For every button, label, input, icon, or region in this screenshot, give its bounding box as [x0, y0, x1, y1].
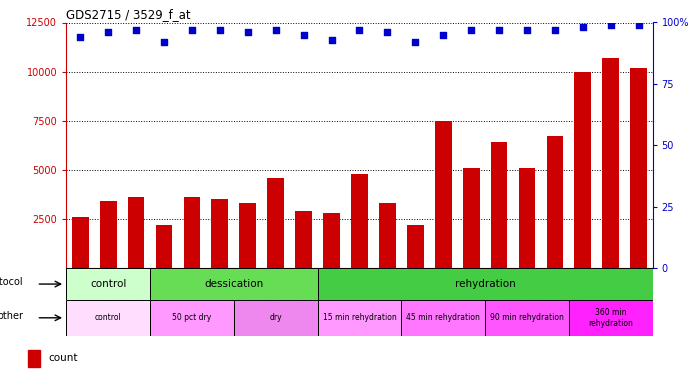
- Bar: [184, 197, 200, 268]
- Point: [131, 27, 142, 33]
- Bar: [630, 68, 647, 268]
- Bar: [435, 121, 452, 268]
- Bar: [100, 201, 117, 268]
- Text: 15 min rehydration: 15 min rehydration: [322, 314, 396, 322]
- Bar: [295, 211, 312, 268]
- Bar: [267, 178, 284, 268]
- Point: [382, 29, 393, 35]
- Bar: [401, 300, 485, 336]
- Text: GDS2715 / 3529_f_at: GDS2715 / 3529_f_at: [66, 8, 191, 21]
- Point: [326, 37, 337, 43]
- Bar: [351, 174, 368, 268]
- Bar: [156, 225, 172, 268]
- Point: [158, 39, 170, 45]
- Point: [605, 22, 616, 28]
- Point: [577, 24, 588, 30]
- Text: count: count: [49, 353, 78, 363]
- Bar: [28, 350, 40, 367]
- Bar: [602, 58, 619, 268]
- Bar: [547, 136, 563, 268]
- Bar: [66, 268, 150, 300]
- Bar: [574, 72, 591, 268]
- Text: dry: dry: [269, 314, 282, 322]
- Bar: [150, 268, 318, 300]
- Bar: [491, 142, 507, 268]
- Point: [410, 39, 421, 45]
- Bar: [239, 203, 256, 268]
- Point: [214, 27, 225, 33]
- Bar: [323, 213, 340, 268]
- Point: [270, 27, 281, 33]
- Point: [186, 27, 198, 33]
- Text: rehydration: rehydration: [454, 279, 516, 289]
- Bar: [379, 203, 396, 268]
- Text: 45 min rehydration: 45 min rehydration: [406, 314, 480, 322]
- Text: 360 min
rehydration: 360 min rehydration: [588, 308, 633, 327]
- Point: [242, 29, 253, 35]
- Point: [354, 27, 365, 33]
- Point: [75, 34, 86, 40]
- Bar: [407, 225, 424, 268]
- Bar: [72, 217, 89, 268]
- Bar: [234, 300, 318, 336]
- Bar: [318, 300, 401, 336]
- Bar: [485, 300, 569, 336]
- Text: dessication: dessication: [205, 279, 263, 289]
- Bar: [150, 300, 234, 336]
- Point: [633, 22, 644, 28]
- Text: control: control: [90, 279, 126, 289]
- Text: protocol: protocol: [0, 278, 23, 288]
- Point: [298, 32, 309, 38]
- Bar: [463, 168, 480, 268]
- Bar: [128, 197, 144, 268]
- Point: [493, 27, 505, 33]
- Bar: [211, 200, 228, 268]
- Point: [549, 27, 560, 33]
- Point: [103, 29, 114, 35]
- Bar: [519, 168, 535, 268]
- Point: [521, 27, 533, 33]
- Text: 50 pct dry: 50 pct dry: [172, 314, 211, 322]
- Bar: [318, 268, 653, 300]
- Point: [466, 27, 477, 33]
- Bar: [569, 300, 653, 336]
- Text: 90 min rehydration: 90 min rehydration: [490, 314, 564, 322]
- Text: control: control: [95, 314, 121, 322]
- Point: [438, 32, 449, 38]
- Text: other: other: [0, 311, 23, 321]
- Bar: [66, 300, 150, 336]
